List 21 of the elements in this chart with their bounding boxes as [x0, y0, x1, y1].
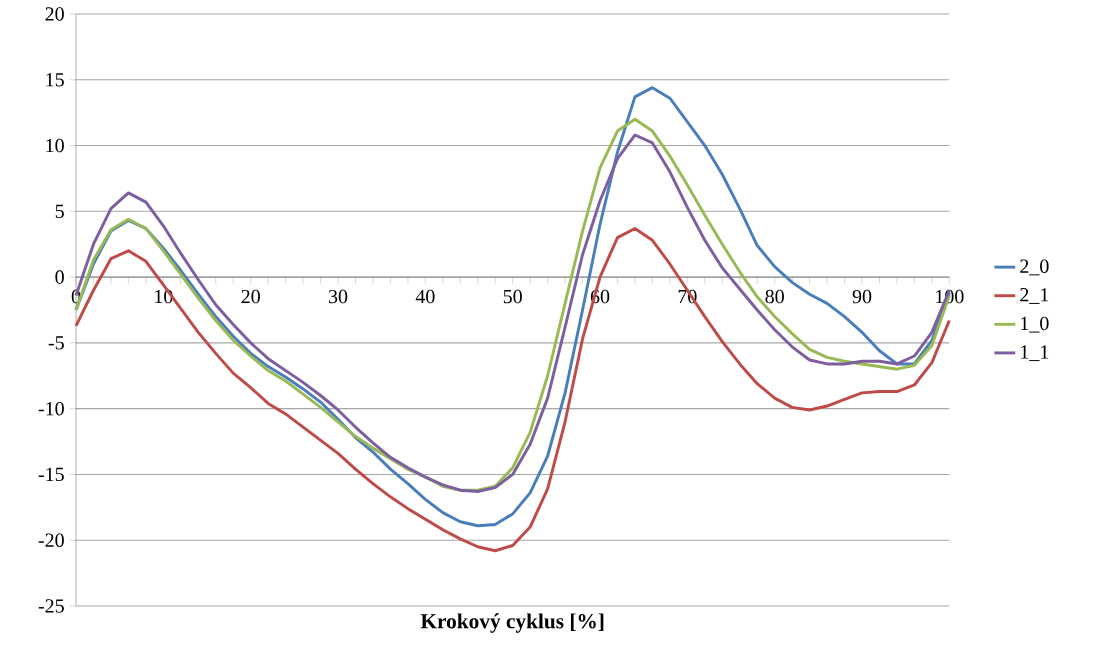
- x-tick-label: 50: [503, 289, 522, 304]
- x-tick-label: 90: [852, 289, 872, 304]
- y-tick-label: 15: [46, 73, 64, 87]
- legend-label: 1_1: [1021, 345, 1049, 362]
- x-tick-label: 20: [241, 289, 260, 304]
- y-tick-label: -15: [38, 467, 64, 482]
- x-axis-title: Krokový cyklus [%]: [420, 613, 604, 633]
- x-tick-label: 80: [765, 289, 784, 304]
- x-tick-label: 30: [328, 289, 348, 304]
- y-tick-label: 5: [55, 204, 64, 218]
- legend-label: 1_0: [1021, 316, 1049, 333]
- y-tick-label: -5: [48, 336, 64, 350]
- y-tick-label: -25: [38, 599, 64, 613]
- legend-label: 2_1: [1020, 288, 1049, 304]
- y-tick-label: 20: [45, 7, 64, 21]
- y-tick-label: 0: [55, 270, 64, 284]
- legend-label: 2_0: [1020, 259, 1049, 276]
- y-tick-label: -20: [38, 533, 64, 547]
- x-tick-label: 40: [415, 289, 435, 304]
- y-tick-label: 10: [46, 138, 64, 153]
- y-tick-label: -10: [38, 401, 64, 416]
